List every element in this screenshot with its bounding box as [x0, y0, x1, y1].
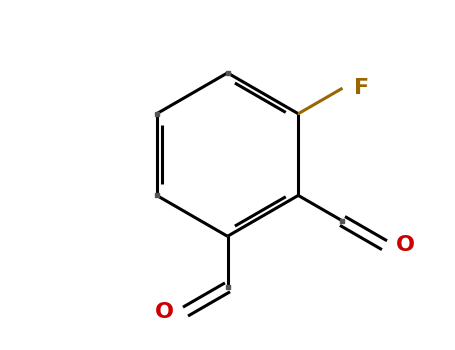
Text: O: O [155, 302, 174, 322]
Text: O: O [396, 235, 415, 255]
Text: F: F [354, 78, 369, 98]
